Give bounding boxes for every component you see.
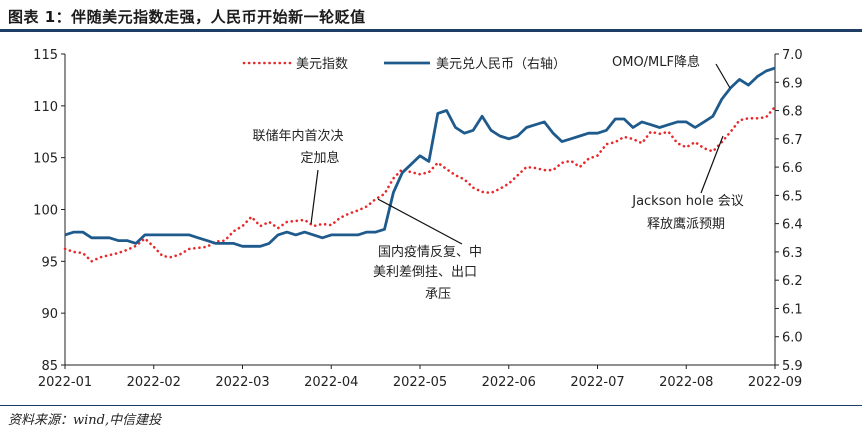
chart-title: 图表 1：伴随美元指数走强，人民币开始新一轮贬值 xyxy=(8,8,366,26)
x-tick-label: 2022-04 xyxy=(304,375,358,390)
right-tick-label: 6.3 xyxy=(782,246,803,261)
title-bar: 图表 1：伴随美元指数走强，人民币开始新一轮贬值 xyxy=(0,0,864,32)
x-tick-label: 2022-02 xyxy=(127,375,181,390)
annotation-jackson-leader xyxy=(700,135,724,194)
legend-label-usdcny: 美元兑人民币（右轴） xyxy=(436,57,566,72)
right-tick-label: 7.0 xyxy=(782,48,803,63)
right-tick-label: 6.8 xyxy=(782,105,803,120)
left-tick-label: 110 xyxy=(33,100,58,115)
annotation-domestic-line2: 美利差倒挂、出口 xyxy=(373,265,477,280)
left-tick-label: 100 xyxy=(33,204,58,219)
annotation-omo-mlf: OMO/MLF降息 xyxy=(612,54,700,70)
x-tick-label: 2022-09 xyxy=(748,375,802,390)
annotation-domestic-leader xyxy=(377,198,463,245)
annotation-fed-hike-line2: 定加息 xyxy=(300,150,339,166)
right-tick-label: 6.4 xyxy=(782,218,803,233)
annotation-jackson-line1: Jackson hole 会议 xyxy=(631,194,744,209)
x-tick-label: 2022-03 xyxy=(215,375,269,390)
left-tick-label: 105 xyxy=(33,152,58,167)
right-tick-label: 6.1 xyxy=(782,302,803,317)
left-tick-label: 95 xyxy=(41,255,58,270)
chart-canvas: 85 90 95 100 105 110 115 5.9 6.0 6.1 6.2 6.3 6.4 6.5 6… xyxy=(33,48,803,390)
annotation-domestic-line3: 承压 xyxy=(425,287,451,302)
right-tick-label: 6.5 xyxy=(782,189,803,204)
left-tick-label: 115 xyxy=(33,48,58,63)
right-tick-label: 6.2 xyxy=(782,274,803,289)
source-rule xyxy=(0,405,862,406)
right-tick-label: 5.9 xyxy=(782,359,803,374)
annotation-domestic-line1: 国内疫情反复、中 xyxy=(378,244,482,260)
annotation-fed-hike-leader xyxy=(310,169,319,225)
right-tick-label: 6.6 xyxy=(782,161,803,176)
right-tick-label: 6.9 xyxy=(782,76,803,91)
usd-index-series-line xyxy=(63,105,777,263)
left-tick-label: 85 xyxy=(41,359,58,374)
usdcny-series-line xyxy=(64,66,776,248)
x-tick-label: 2022-01 xyxy=(38,375,92,390)
annotation-omo-mlf-leader xyxy=(715,63,731,89)
right-tick-label: 6.0 xyxy=(782,331,803,346)
left-tick-label: 90 xyxy=(41,307,58,322)
title-rule xyxy=(0,29,862,32)
annotation-fed-hike-line1: 联储年内首次决 xyxy=(252,128,343,144)
legend-label-usd-index: 美元指数 xyxy=(296,57,348,72)
x-tick-label: 2022-08 xyxy=(659,375,713,390)
source-note: 资料来源：wind,中信建投 xyxy=(8,413,162,428)
x-tick-label: 2022-05 xyxy=(393,375,447,390)
x-tick-label: 2022-07 xyxy=(570,375,624,390)
annotation-jackson-line2: 释放鹰派预期 xyxy=(647,216,725,232)
right-tick-label: 6.7 xyxy=(782,133,803,148)
x-tick-label: 2022-06 xyxy=(482,375,536,390)
